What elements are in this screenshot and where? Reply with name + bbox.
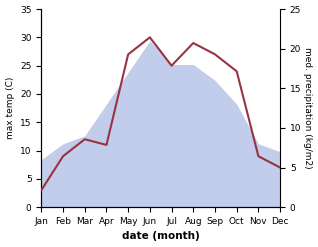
X-axis label: date (month): date (month)	[122, 231, 200, 242]
Y-axis label: med. precipitation (kg/m2): med. precipitation (kg/m2)	[303, 47, 313, 169]
Y-axis label: max temp (C): max temp (C)	[5, 77, 15, 139]
